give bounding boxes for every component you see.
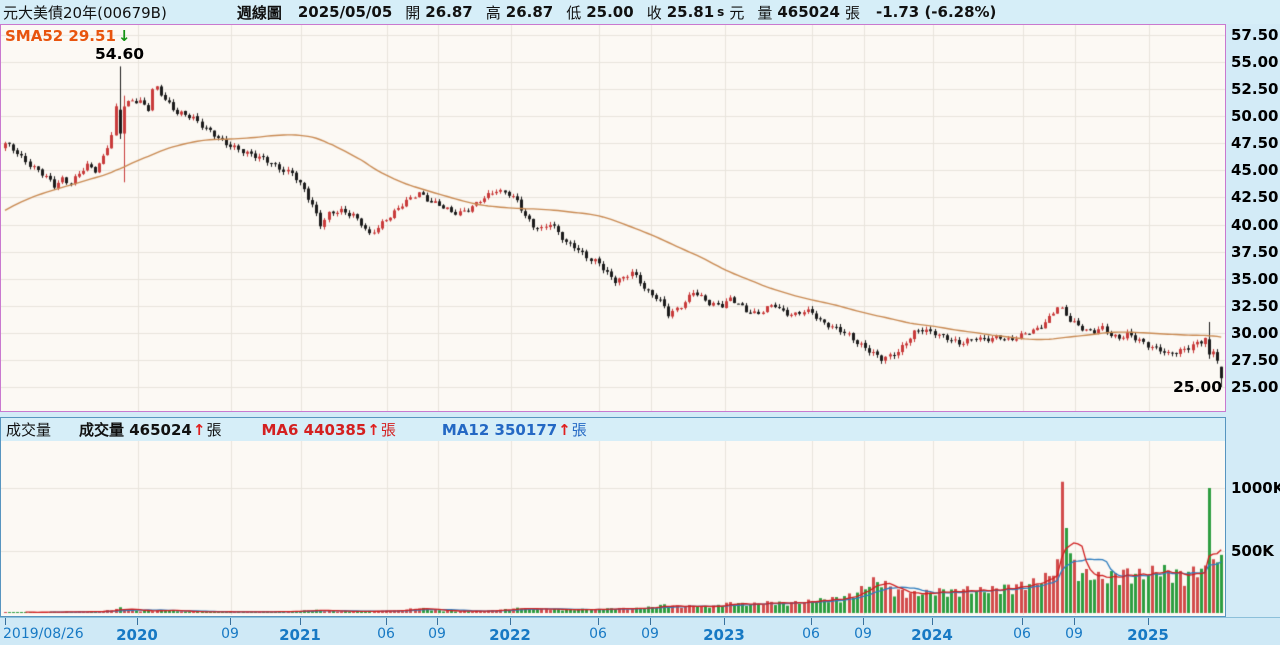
x-axis-tick-mark <box>863 618 864 625</box>
x-axis-tick-label: 09 <box>1065 626 1083 642</box>
volume-current: 成交量 465024↑張 <box>79 421 222 439</box>
high-value: 26.87 <box>505 3 554 21</box>
price-axis-tick-label: 45.00 <box>1231 161 1279 180</box>
x-axis-tick-mark <box>137 618 138 625</box>
period-low-label: 25.00 <box>1172 378 1222 396</box>
volume-pane-title: 成交量 <box>6 421 52 439</box>
price-axis-tick-label: 50.00 <box>1231 107 1279 126</box>
x-axis-tick-label: 2019/08/26 <box>3 626 84 642</box>
x-axis-tick-label: 06 <box>377 626 395 642</box>
ma12-up-arrow-icon: ↑ <box>558 421 571 439</box>
price-axis-tick-label: 55.00 <box>1231 53 1279 72</box>
volume-current-unit: 張 <box>206 421 222 439</box>
x-axis-tick-label: 2023 <box>703 626 745 644</box>
price-axis-tick-label: 40.00 <box>1231 215 1279 234</box>
x-axis-tick-label: 2024 <box>911 626 953 644</box>
x-axis-tick-mark <box>724 618 725 625</box>
change-value: -1.73 (-6.28%) <box>875 3 997 21</box>
x-axis-tick-label: 2021 <box>279 626 321 644</box>
price-axis-tick-label: 52.50 <box>1231 80 1279 99</box>
quote-header-bar: 元大美債20年(00679B) 週線圖 2025/05/05 開 26.87 高… <box>0 0 1280 24</box>
x-axis-tick-mark <box>932 618 933 625</box>
settled-flag: s <box>717 5 725 19</box>
x-axis-tick-mark <box>510 618 511 625</box>
x-axis-tick-label: 06 <box>589 626 607 642</box>
price-axis-tick-label: 35.00 <box>1231 269 1279 288</box>
volume-legend-row: 成交量 成交量 465024↑張 MA6 440385↑張 MA12 35017… <box>1 418 1225 441</box>
volume-unit: 張 <box>844 3 860 22</box>
x-axis-tick-mark <box>5 618 6 625</box>
low-value: 25.00 <box>586 3 634 21</box>
x-axis-tick-mark <box>386 618 387 625</box>
volume-axis-tick-label: 1000K <box>1231 479 1280 497</box>
price-axis-tick-label: 32.50 <box>1231 296 1279 315</box>
volume-pane: 成交量 成交量 465024↑張 MA6 440385↑張 MA12 35017… <box>0 417 1226 617</box>
open-value: 26.87 <box>425 3 473 21</box>
price-axis-tick-label: 25.00 <box>1231 378 1279 397</box>
volume-ma6: MA6 440385↑張 <box>261 421 396 439</box>
x-axis-tick-mark <box>650 618 651 625</box>
x-axis-tick-mark <box>230 618 231 625</box>
x-axis-tick-mark <box>300 618 301 625</box>
x-axis-tick-mark <box>1148 618 1149 625</box>
x-axis-tick-label: 09 <box>221 626 239 642</box>
candlestick-chart-canvas[interactable] <box>1 25 1225 411</box>
sma52-legend: SMA52 29.51 ↓ <box>5 27 130 45</box>
price-axis-tick-label: 30.00 <box>1231 323 1279 342</box>
x-axis-tick-label: 2020 <box>116 626 158 644</box>
volume-up-arrow-icon: ↑ <box>192 421 206 439</box>
price-pane <box>0 24 1226 412</box>
chart-period-label: 週線圖 <box>236 3 282 22</box>
x-axis-tick-label: 06 <box>802 626 820 642</box>
price-axis-tick-label: 37.50 <box>1231 242 1279 261</box>
x-axis-tick-label: 06 <box>1013 626 1031 642</box>
volume-ma12: MA12 350177↑張 <box>441 421 587 439</box>
x-axis-tick-mark <box>1074 618 1075 625</box>
x-axis-tick-mark <box>598 618 599 625</box>
price-axis-tick-label: 57.50 <box>1231 26 1279 44</box>
close-value: 25.81 <box>666 3 715 21</box>
x-axis-tick-label: 09 <box>641 626 659 642</box>
all-time-high-label: 54.60 <box>95 45 145 63</box>
x-axis-tick-mark <box>1022 618 1023 625</box>
volume-value: 465024 <box>777 3 840 21</box>
low-label: 低 <box>566 3 582 22</box>
sma52-down-arrow-icon: ↓ <box>117 27 131 45</box>
price-unit: 元 <box>729 3 745 22</box>
x-axis-tick-label: 2025 <box>1127 626 1169 644</box>
quote-date: 2025/05/05 <box>297 3 393 21</box>
x-axis-tick-label: 09 <box>428 626 446 642</box>
volume-label: 量 <box>757 3 773 22</box>
high-label: 高 <box>485 3 501 22</box>
sma52-value: SMA52 29.51 <box>5 27 116 45</box>
volume-chart-canvas[interactable] <box>1 441 1225 615</box>
x-axis-tick-label: 2022 <box>489 626 531 644</box>
close-label: 收 <box>646 3 662 22</box>
x-axis-tick-mark <box>811 618 812 625</box>
x-axis-tick-label: 09 <box>854 626 872 642</box>
ma6-up-arrow-icon: ↑ <box>367 421 380 439</box>
price-axis-tick-label: 47.50 <box>1231 134 1279 153</box>
instrument-name: 元大美債20年(00679B) <box>3 3 167 22</box>
price-axis-tick-label: 42.50 <box>1231 188 1279 207</box>
time-axis: 2019/08/26 2020 09 2021 06 09 2022 06 09 2023 06 09… <box>0 617 1280 645</box>
x-axis-tick-mark <box>437 618 438 625</box>
volume-axis-tick-label: 500K <box>1231 542 1274 560</box>
volume-ma12-unit: 張 <box>571 421 587 439</box>
volume-ma6-unit: 張 <box>380 421 396 439</box>
open-label: 開 <box>405 3 421 22</box>
price-axis-tick-label: 27.50 <box>1231 350 1279 369</box>
